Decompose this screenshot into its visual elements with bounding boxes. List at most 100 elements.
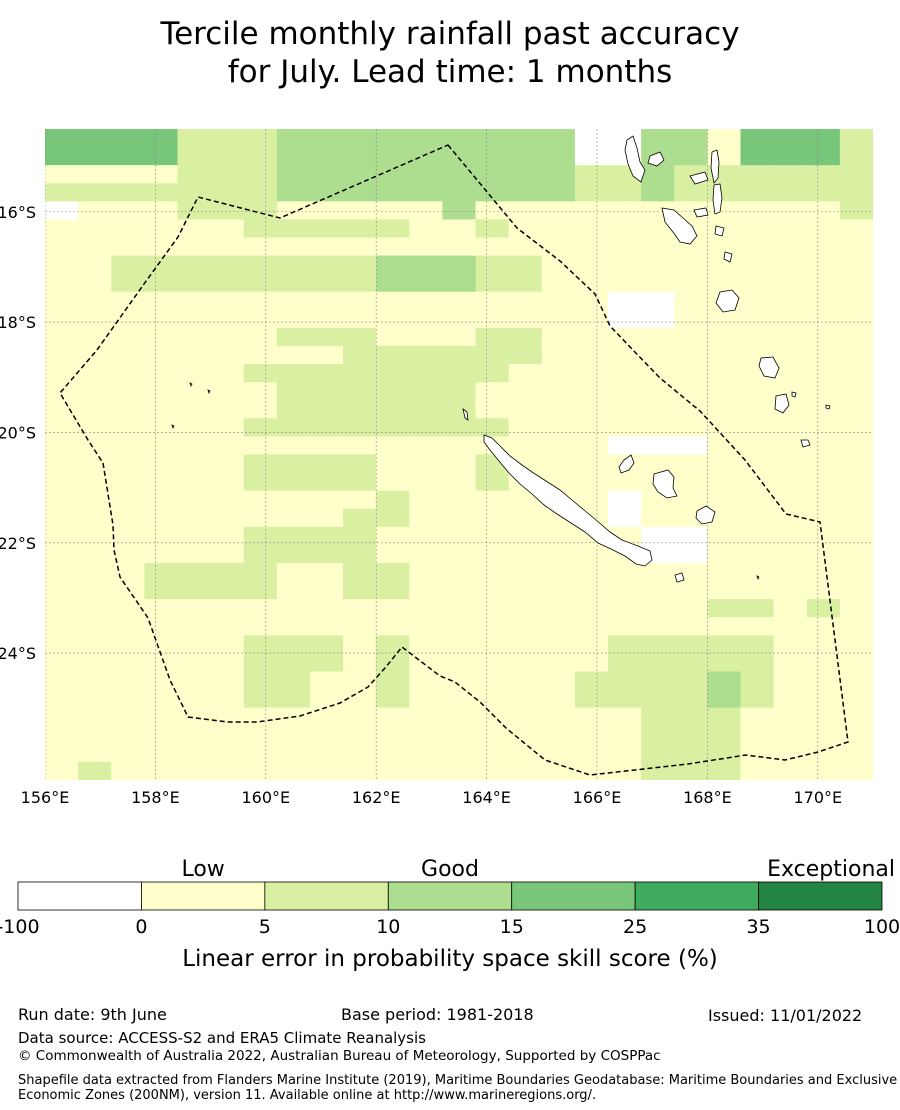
skill-cell: [508, 219, 543, 239]
skill-cell: [442, 183, 477, 202]
run-date: Run date: 9th June: [18, 1005, 167, 1024]
skill-cell: [343, 291, 377, 311]
skill-cell: [243, 255, 278, 275]
skill-cell: [177, 689, 212, 709]
skill-cell: [740, 165, 775, 184]
skill-cell: [276, 309, 311, 329]
skill-cell: [674, 418, 708, 438]
skill-cell: [674, 327, 708, 347]
skill-cell: [376, 129, 410, 148]
map-title-line-2: for July. Lead time: 1 months: [227, 54, 673, 90]
skill-cell: [674, 382, 708, 401]
skill-cell: [442, 563, 477, 582]
skill-cell: [707, 689, 742, 709]
skill-cell: [475, 201, 510, 221]
skill-cell: [343, 219, 377, 239]
skill-cell: [475, 346, 510, 365]
skill-cell: [740, 563, 775, 582]
skill-cell: [111, 436, 145, 456]
skill-cell: [806, 201, 841, 221]
skill-cell: [508, 689, 543, 709]
skill-cell: [376, 291, 410, 311]
skill-cell: [177, 617, 212, 636]
skill-cell: [806, 327, 841, 347]
skill-cell: [111, 237, 145, 257]
skill-cell: [674, 635, 708, 655]
skill-cell: [111, 508, 145, 528]
skill-cell: [78, 183, 112, 202]
skill-cell: [773, 653, 808, 673]
land-outlines: [171, 135, 831, 583]
skill-cell: [45, 309, 79, 329]
skill-cell: [309, 201, 344, 221]
skill-cell: [508, 635, 543, 655]
skill-cell: [111, 346, 145, 365]
skill-cell: [78, 400, 112, 419]
bampton-islet: [207, 389, 211, 395]
skill-cell: [641, 291, 675, 311]
longitude-tick-label: 166°E: [573, 788, 622, 807]
skill-cell: [508, 544, 543, 564]
skill-cell: [740, 653, 775, 673]
skill-cell: [78, 490, 112, 510]
skill-cell: [309, 291, 344, 311]
skill-cell: [243, 382, 278, 401]
skill-cell: [177, 291, 212, 311]
skill-cell: [144, 309, 179, 329]
skill-cell: [78, 725, 112, 745]
skill-cell: [475, 237, 510, 257]
skill-cell: [674, 707, 708, 727]
skill-cell: [144, 689, 179, 709]
skill-cell: [376, 219, 410, 239]
skill-cell: [740, 526, 775, 546]
skill-cell: [177, 129, 212, 148]
skill-cell: [674, 273, 708, 293]
skill-cell: [839, 382, 873, 401]
skill-cell: [309, 147, 344, 166]
skill-cell: [674, 255, 708, 275]
skill-cell: [177, 436, 212, 456]
skill-cell: [111, 653, 145, 673]
skill-cell: [210, 653, 245, 673]
skill-cell: [508, 201, 543, 221]
skill-cell: [475, 689, 510, 709]
map-title-line-1: Tercile monthly rainfall past accuracy: [160, 16, 740, 52]
skill-cell: [243, 454, 278, 474]
skill-cell: [508, 400, 543, 419]
skill-cell: [45, 743, 79, 763]
skill-cell: [45, 165, 79, 184]
skill-cell: [641, 508, 675, 528]
skill-cell: [574, 599, 609, 618]
skill-cell: [309, 671, 344, 691]
skill-cell: [45, 617, 79, 636]
skill-cell: [806, 183, 841, 202]
skill-cell: [276, 544, 311, 564]
skill-cell: [839, 653, 873, 673]
skill-cell: [707, 743, 742, 763]
skill-cell: [276, 147, 311, 166]
skill-cell: [144, 291, 179, 311]
skill-cell: [111, 454, 145, 474]
skill-cell: [376, 436, 410, 456]
skill-cell: [111, 129, 145, 148]
skill-cell: [541, 635, 576, 655]
skill-cell: [574, 147, 609, 166]
skill-cell: [773, 599, 808, 618]
skill-cell: [740, 707, 775, 727]
skill-cell: [707, 219, 742, 239]
skill-cell: [806, 490, 841, 510]
skill-cell: [309, 454, 344, 474]
skill-cell: [508, 418, 543, 438]
skill-cell: [442, 454, 477, 474]
skill-cell: [177, 219, 212, 239]
skill-cell: [177, 581, 212, 600]
skill-cell: [210, 418, 245, 438]
skill-cell: [144, 273, 179, 293]
bellona-islet: [171, 424, 175, 430]
skill-cell: [839, 418, 873, 438]
skill-cell: [707, 617, 742, 636]
skill-cell: [210, 273, 245, 293]
skill-cell: [45, 183, 79, 202]
skill-cell: [210, 635, 245, 655]
skill-cell: [674, 436, 708, 456]
